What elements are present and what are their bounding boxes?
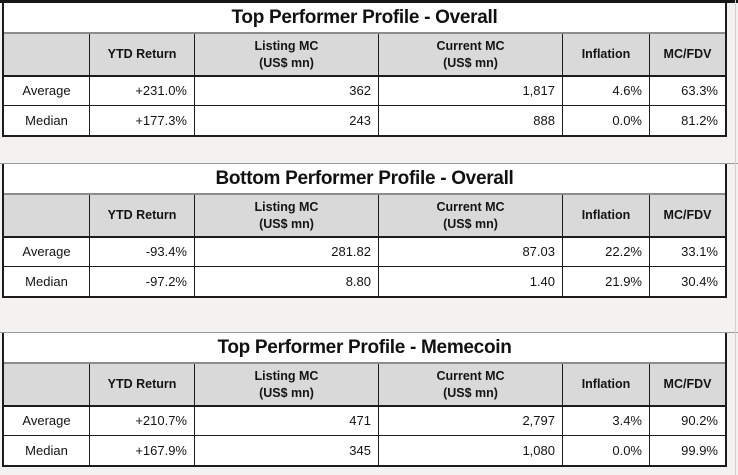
- header-current-mc: Current MC (US$ mn): [378, 34, 562, 75]
- header-current-mc-line1: Current MC: [436, 199, 505, 214]
- header-ytd-return: YTD Return: [89, 34, 194, 75]
- row-label: Average: [22, 83, 71, 99]
- cell-ytd-return: -97.2%: [89, 266, 194, 296]
- header-current-mc: Current MC (US$ mn): [378, 195, 562, 236]
- header-listing-mc-line1: Listing MC: [254, 199, 319, 214]
- header-current-mc-line1: Current MC: [436, 38, 505, 53]
- table-header-row: YTD Return Listing MC (US$ mn) Current M…: [4, 364, 725, 407]
- cell-ytd-return: +231.0%: [89, 77, 194, 105]
- header-listing-mc: Listing MC (US$ mn): [194, 364, 378, 405]
- header-mc-fdv: MC/FDV: [649, 195, 725, 236]
- table-header-row: YTD Return Listing MC (US$ mn) Current M…: [4, 195, 725, 238]
- header-current-mc-line2: (US$ mn): [443, 216, 498, 231]
- cell-inflation: 3.4%: [562, 407, 649, 435]
- table-title: Top Performer Profile - Memecoin: [4, 333, 725, 364]
- header-inflation: Inflation: [562, 364, 649, 405]
- table-top-performer-overall: Top Performer Profile - Overall YTD Retu…: [2, 3, 727, 137]
- row-label: Average: [22, 244, 71, 260]
- cell-listing-mc: 345: [194, 435, 378, 465]
- cell-ytd-return: -93.4%: [89, 238, 194, 266]
- cell-mc-fdv: 90.2%: [649, 407, 725, 435]
- cell-listing-mc: 281.82: [194, 238, 378, 266]
- table-row-average: Average -93.4% 281.82 87.03 22.2% 33.1%: [4, 238, 725, 267]
- table-row-median: Median -97.2% 8.80 1.40 21.9% 30.4%: [4, 266, 725, 296]
- cell-ytd-return: +167.9%: [89, 435, 194, 465]
- header-empty-cell: [4, 364, 89, 405]
- header-current-mc: Current MC (US$ mn): [378, 364, 562, 405]
- cell-mc-fdv: 99.9%: [649, 435, 725, 465]
- header-listing-mc-line2: (US$ mn): [259, 385, 314, 400]
- header-current-mc-line1: Current MC: [436, 368, 505, 383]
- table-row-average: Average +210.7% 471 2,797 3.4% 90.2%: [4, 407, 725, 436]
- table-title: Top Performer Profile - Overall: [4, 3, 725, 34]
- row-label: Median: [25, 442, 68, 458]
- header-listing-mc-line2: (US$ mn): [259, 216, 314, 231]
- header-listing-mc-line1: Listing MC: [254, 368, 319, 383]
- header-mc-fdv: MC/FDV: [649, 34, 725, 75]
- table-header-row: YTD Return Listing MC (US$ mn) Current M…: [4, 34, 725, 77]
- cell-ytd-return: +177.3%: [89, 105, 194, 135]
- cell-current-mc: 1,080: [378, 435, 562, 465]
- cell-inflation: 21.9%: [562, 266, 649, 296]
- cell-mc-fdv: 63.3%: [649, 77, 725, 105]
- header-inflation: Inflation: [562, 195, 649, 236]
- cell-current-mc: 2,797: [378, 407, 562, 435]
- header-empty-cell: [4, 34, 89, 75]
- table-title: Bottom Performer Profile - Overall: [4, 164, 725, 195]
- cell-current-mc: 87.03: [378, 238, 562, 266]
- header-listing-mc-line2: (US$ mn): [259, 55, 314, 70]
- cell-current-mc: 1.40: [378, 266, 562, 296]
- cell-current-mc: 888: [378, 105, 562, 135]
- cell-mc-fdv: 33.1%: [649, 238, 725, 266]
- header-ytd-return: YTD Return: [89, 195, 194, 236]
- table-top-performer-memecoin: Top Performer Profile - Memecoin YTD Ret…: [2, 333, 727, 467]
- header-empty-cell: [4, 195, 89, 236]
- row-label: Median: [25, 112, 68, 128]
- header-current-mc-line2: (US$ mn): [443, 55, 498, 70]
- cell-inflation: 0.0%: [562, 105, 649, 135]
- table-row-average: Average +231.0% 362 1,817 4.6% 63.3%: [4, 77, 725, 106]
- cell-mc-fdv: 30.4%: [649, 266, 725, 296]
- row-label: Median: [25, 273, 68, 289]
- header-listing-mc: Listing MC (US$ mn): [194, 34, 378, 75]
- table-row-median: Median +177.3% 243 888 0.0% 81.2%: [4, 105, 725, 135]
- cell-ytd-return: +210.7%: [89, 407, 194, 435]
- header-mc-fdv: MC/FDV: [649, 364, 725, 405]
- cell-mc-fdv: 81.2%: [649, 105, 725, 135]
- header-current-mc-line2: (US$ mn): [443, 385, 498, 400]
- header-listing-mc: Listing MC (US$ mn): [194, 195, 378, 236]
- table-bottom-performer-overall: Bottom Performer Profile - Overall YTD R…: [2, 164, 727, 298]
- header-listing-mc-line1: Listing MC: [254, 38, 319, 53]
- cell-current-mc: 1,817: [378, 77, 562, 105]
- top-gridline: [0, 0, 738, 3]
- table-row-median: Median +167.9% 345 1,080 0.0% 99.9%: [4, 435, 725, 465]
- cell-listing-mc: 243: [194, 105, 378, 135]
- cell-inflation: 22.2%: [562, 238, 649, 266]
- cell-inflation: 4.6%: [562, 77, 649, 105]
- header-inflation: Inflation: [562, 34, 649, 75]
- header-ytd-return: YTD Return: [89, 364, 194, 405]
- section-divider-gridline: [0, 163, 738, 164]
- cell-listing-mc: 8.80: [194, 266, 378, 296]
- cell-listing-mc: 471: [194, 407, 378, 435]
- row-label: Average: [22, 413, 71, 429]
- right-edge-gridline: [735, 0, 736, 475]
- cell-inflation: 0.0%: [562, 435, 649, 465]
- cell-listing-mc: 362: [194, 77, 378, 105]
- section-divider-gridline: [0, 332, 738, 333]
